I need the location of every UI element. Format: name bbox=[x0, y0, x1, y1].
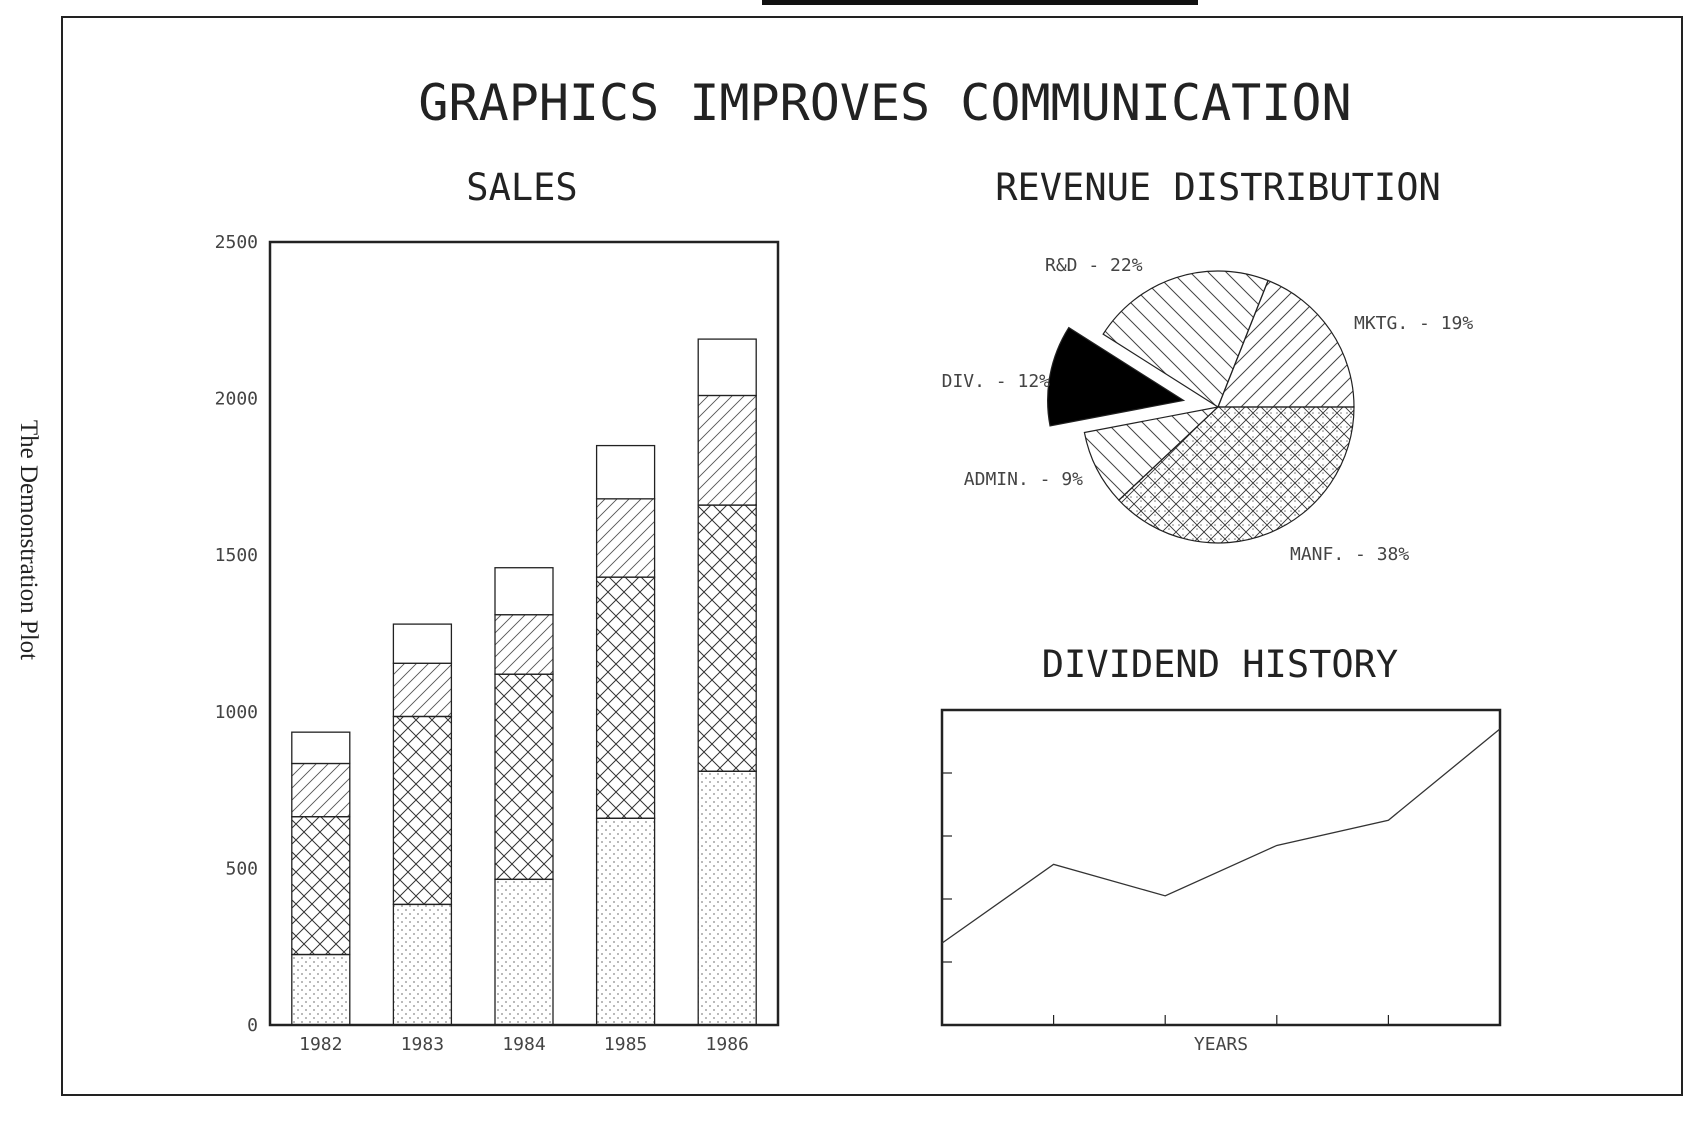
main-title: GRAPHICS IMPROVES COMMUNICATION bbox=[418, 74, 1351, 132]
pie-slice-label: MKTG. - 19% bbox=[1354, 313, 1473, 334]
sales-x-tick: 1986 bbox=[706, 1034, 749, 1055]
sales-bar-segment bbox=[392, 662, 453, 718]
top-bar bbox=[762, 0, 1198, 5]
pie-slice bbox=[1217, 279, 1355, 408]
sales-bar-segment bbox=[392, 715, 453, 906]
pie-slice-label: ADMIN. - 9% bbox=[964, 469, 1083, 490]
sales-y-tick: 1000 bbox=[215, 702, 258, 723]
sales-x-labels: 1982 1983 1984 1985 1986 bbox=[299, 1034, 749, 1055]
sales-bar-segment bbox=[697, 338, 757, 397]
dividend-title: DIVIDEND HISTORY bbox=[1042, 643, 1398, 686]
sales-x-tick: 1982 bbox=[299, 1034, 342, 1055]
pie-slice-label: DIV. - 12% bbox=[942, 371, 1051, 392]
sales-y-tick: 0 bbox=[247, 1015, 258, 1036]
pie-slice-label: MANF. - 38% bbox=[1290, 544, 1409, 565]
figure-frame bbox=[61, 16, 1683, 1096]
sales-bar-segment bbox=[291, 731, 351, 765]
pie-title: REVENUE DISTRIBUTION bbox=[995, 166, 1441, 209]
sales-bar-segment bbox=[595, 444, 656, 500]
sales-x-tick: 1985 bbox=[604, 1034, 647, 1055]
dividend-chart: DIVIDEND HISTORY YEARS bbox=[940, 643, 1502, 1055]
sales-bar-segment bbox=[494, 673, 554, 881]
sales-bar-segment bbox=[291, 816, 351, 956]
sales-bar-segment bbox=[494, 614, 554, 675]
sales-y-tick: 1500 bbox=[215, 545, 258, 566]
sales-bar-segment bbox=[291, 953, 351, 1026]
pie-slice bbox=[1047, 326, 1186, 427]
pie-slice bbox=[1102, 270, 1269, 408]
pie-slice-label: R&D - 22% bbox=[1045, 255, 1143, 276]
sales-bar-segment bbox=[392, 903, 453, 1026]
sales-bar-segment bbox=[697, 770, 757, 1026]
sales-y-tick: 2500 bbox=[215, 232, 258, 253]
sales-bar-segment bbox=[291, 762, 351, 818]
dividend-plot-frame bbox=[940, 708, 1502, 1027]
revenue-pie-chart: REVENUE DISTRIBUTION MANF. - 38% ADMIN. -… bbox=[942, 166, 1474, 565]
sales-bar-segment bbox=[392, 623, 453, 664]
sales-bar-segment bbox=[494, 567, 554, 616]
dividend-x-label: YEARS bbox=[1194, 1034, 1248, 1055]
sales-x-tick: 1984 bbox=[502, 1034, 545, 1055]
sales-bar-segment bbox=[494, 878, 554, 1026]
sales-y-ticks: 0 500 1000 1500 2000 2500 bbox=[215, 232, 258, 1036]
dividend-ticks bbox=[942, 772, 1390, 1025]
sales-plot-frame bbox=[268, 240, 780, 1027]
sales-bars bbox=[291, 338, 757, 1026]
sales-bar-segment bbox=[595, 817, 656, 1026]
sales-bar-segment bbox=[595, 576, 656, 819]
sales-y-tick: 500 bbox=[225, 858, 258, 879]
pie-slice bbox=[1083, 406, 1220, 501]
sales-x-tick: 1983 bbox=[401, 1034, 444, 1055]
sales-bar-segment bbox=[697, 504, 757, 772]
sales-title: SALES bbox=[466, 166, 577, 209]
sales-y-tick: 2000 bbox=[215, 389, 258, 410]
pie-labels: MANF. - 38% ADMIN. - 9% DIV. - 12% R&D - 22… bbox=[942, 255, 1474, 565]
pie-slices bbox=[1047, 270, 1355, 544]
sales-bar-segment bbox=[595, 498, 656, 578]
dividend-line bbox=[941, 728, 1501, 944]
pie-slice bbox=[1118, 406, 1355, 544]
sales-bar-segment bbox=[697, 394, 757, 506]
